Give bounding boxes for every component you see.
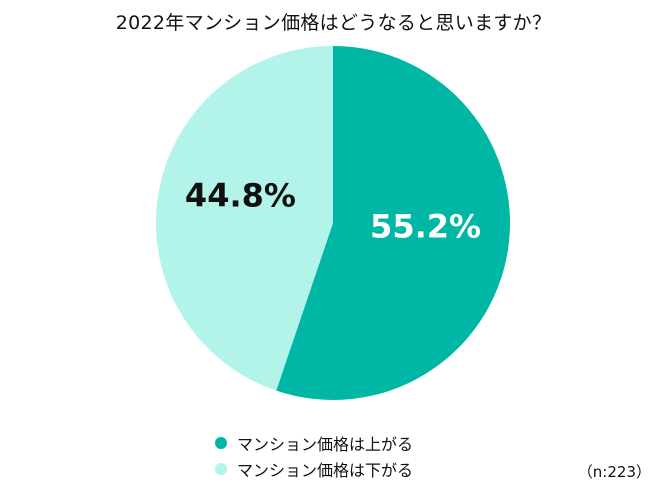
- legend-marker-down: [215, 463, 227, 475]
- legend: マンション価格は上がる マンション価格は下がる: [215, 430, 413, 482]
- legend-label-down: マンション価格は下がる: [237, 461, 414, 480]
- pie-slice-down: [155, 46, 333, 391]
- pie-slice-up: [276, 46, 510, 400]
- chart-title: 2022年マンション価格はどうなると思いますか？: [115, 12, 552, 34]
- legend-label-up: マンション価格は上がる: [237, 435, 414, 454]
- data-label-down: 44.8%: [185, 177, 296, 215]
- data-label-up: 55.2%: [370, 207, 481, 245]
- legend-item-down: マンション価格は下がる: [215, 456, 413, 482]
- legend-marker-up: [215, 437, 227, 449]
- sample-size-note: （n:223）: [577, 463, 651, 481]
- legend-item-up: マンション価格は上がる: [215, 430, 413, 456]
